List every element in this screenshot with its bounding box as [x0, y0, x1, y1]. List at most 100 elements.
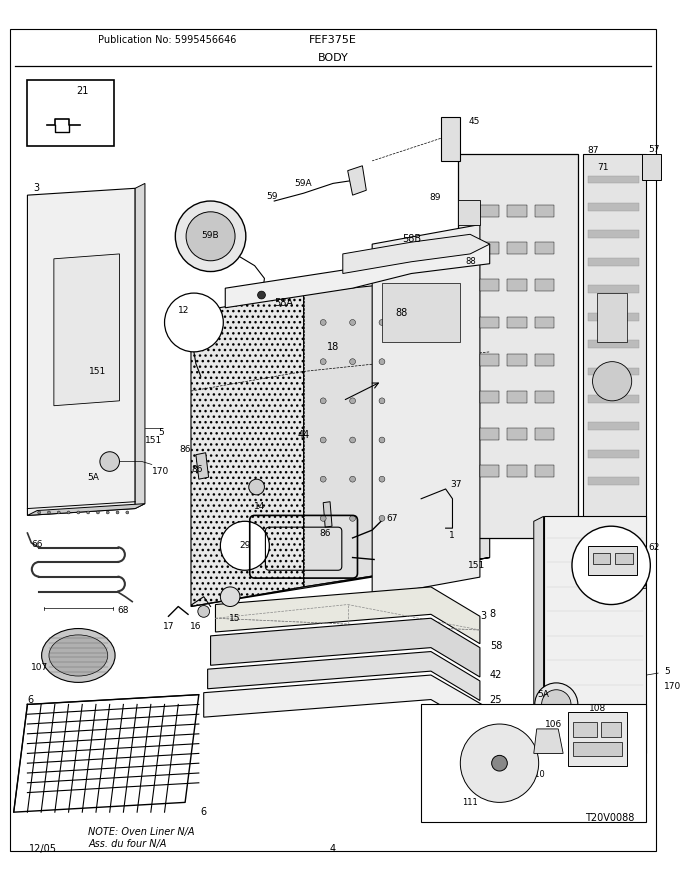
- Circle shape: [249, 480, 265, 495]
- Polygon shape: [27, 188, 135, 516]
- Bar: [233, 538, 256, 554]
- Polygon shape: [204, 675, 482, 729]
- Bar: [592, 553, 610, 564]
- Text: 37: 37: [451, 480, 462, 488]
- Bar: [507, 205, 527, 216]
- Text: 42: 42: [490, 670, 502, 680]
- Text: 66: 66: [31, 540, 43, 549]
- Bar: [615, 553, 632, 564]
- Text: 58B: 58B: [402, 234, 421, 245]
- Text: 57: 57: [649, 144, 660, 154]
- Bar: [588, 395, 639, 403]
- Bar: [601, 722, 621, 737]
- Bar: [588, 422, 639, 430]
- Text: 17: 17: [163, 621, 174, 631]
- Polygon shape: [583, 154, 647, 543]
- Circle shape: [86, 511, 90, 514]
- Polygon shape: [534, 729, 563, 753]
- Ellipse shape: [41, 628, 115, 682]
- Circle shape: [320, 398, 326, 404]
- Circle shape: [48, 511, 50, 514]
- Text: BODY: BODY: [318, 53, 348, 63]
- Text: 14: 14: [254, 502, 265, 511]
- Bar: [421, 704, 647, 822]
- Circle shape: [320, 437, 326, 443]
- Bar: [507, 242, 527, 254]
- Polygon shape: [191, 558, 490, 606]
- Text: 86: 86: [180, 445, 191, 454]
- Text: 59B: 59B: [202, 231, 220, 240]
- Bar: [588, 340, 639, 348]
- Polygon shape: [543, 517, 647, 753]
- Text: 110: 110: [529, 771, 545, 780]
- Bar: [534, 466, 554, 477]
- Text: 67: 67: [387, 514, 398, 523]
- Text: 29: 29: [239, 541, 250, 550]
- Text: 58: 58: [490, 641, 502, 650]
- Bar: [588, 477, 639, 485]
- Bar: [507, 317, 527, 328]
- Bar: [588, 176, 639, 183]
- Bar: [588, 312, 639, 320]
- Circle shape: [100, 451, 120, 472]
- Circle shape: [198, 605, 209, 617]
- Text: 170: 170: [664, 682, 680, 692]
- Polygon shape: [191, 293, 303, 606]
- Text: NOTE: Oven Liner N/A: NOTE: Oven Liner N/A: [88, 826, 194, 837]
- Text: 5: 5: [158, 428, 165, 436]
- Circle shape: [57, 511, 61, 514]
- Bar: [534, 242, 554, 254]
- Circle shape: [220, 587, 240, 606]
- Circle shape: [320, 319, 326, 326]
- Polygon shape: [458, 200, 480, 224]
- Bar: [507, 429, 527, 440]
- Polygon shape: [54, 254, 120, 406]
- Circle shape: [165, 293, 223, 352]
- Circle shape: [320, 516, 326, 521]
- Bar: [588, 368, 639, 376]
- Circle shape: [592, 362, 632, 400]
- Bar: [480, 429, 500, 440]
- Circle shape: [379, 516, 385, 521]
- Bar: [588, 546, 636, 576]
- Text: 107: 107: [31, 663, 48, 671]
- Bar: [480, 279, 500, 291]
- Text: 71: 71: [598, 163, 609, 172]
- Bar: [507, 391, 527, 403]
- Bar: [588, 450, 639, 458]
- Bar: [534, 429, 554, 440]
- Text: 68: 68: [118, 606, 129, 615]
- Bar: [480, 242, 500, 254]
- Text: 18: 18: [327, 342, 339, 352]
- Circle shape: [320, 476, 326, 482]
- Circle shape: [116, 511, 119, 514]
- Bar: [480, 466, 500, 477]
- Bar: [480, 354, 500, 365]
- Text: 88: 88: [465, 257, 476, 267]
- Circle shape: [175, 201, 246, 272]
- Bar: [568, 712, 627, 766]
- Bar: [534, 391, 554, 403]
- Bar: [598, 293, 627, 342]
- Text: 151: 151: [468, 561, 486, 570]
- Text: 5A: 5A: [87, 473, 99, 481]
- Ellipse shape: [49, 634, 107, 676]
- Bar: [588, 203, 639, 211]
- Polygon shape: [641, 154, 661, 180]
- Text: 58A: 58A: [274, 298, 293, 308]
- Circle shape: [97, 511, 99, 514]
- Polygon shape: [458, 154, 578, 538]
- Text: 8: 8: [490, 609, 496, 620]
- Text: 45: 45: [468, 117, 479, 126]
- Text: 108: 108: [589, 704, 606, 713]
- Circle shape: [37, 511, 41, 514]
- Circle shape: [492, 755, 507, 771]
- Circle shape: [350, 516, 356, 521]
- Bar: [507, 279, 527, 291]
- Text: 170: 170: [152, 467, 169, 476]
- Bar: [480, 205, 500, 216]
- Bar: [507, 354, 527, 365]
- Text: 25: 25: [490, 694, 503, 705]
- Text: 111: 111: [462, 798, 478, 807]
- Circle shape: [460, 724, 539, 803]
